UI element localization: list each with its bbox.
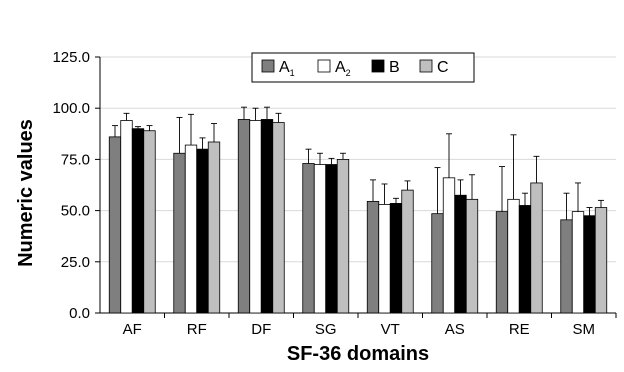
y-tick-label: 25.0 bbox=[61, 254, 90, 271]
bar-re-a2 bbox=[507, 198, 520, 314]
x-tick-label: SM bbox=[573, 321, 596, 338]
y-tick-label: 100.0 bbox=[52, 100, 90, 117]
bar-vt-b bbox=[389, 203, 403, 314]
bar-rf-b bbox=[196, 148, 209, 314]
y-tick-label: 125.0 bbox=[52, 49, 90, 66]
legend-label: C bbox=[437, 59, 449, 76]
x-tick-label: RF bbox=[187, 321, 207, 338]
bar-as-a2 bbox=[442, 177, 456, 314]
legend-box bbox=[251, 52, 475, 83]
bar-af-a2 bbox=[120, 120, 133, 314]
x-tick-label: DF bbox=[251, 321, 271, 338]
y-axis-title: Numeric values bbox=[15, 119, 37, 267]
legend-label: A1 bbox=[279, 59, 295, 78]
bar-as-c bbox=[465, 198, 479, 314]
bar-vt-c bbox=[401, 189, 414, 314]
bar-sg-a1 bbox=[302, 163, 315, 314]
legend-swatch bbox=[317, 59, 331, 73]
bar-as-b bbox=[454, 194, 467, 314]
bar-sm-b bbox=[583, 215, 596, 314]
legend-label-subscript: 2 bbox=[346, 68, 351, 78]
bar-af-b bbox=[131, 128, 145, 314]
y-tick-label: 0.0 bbox=[69, 305, 90, 322]
legend-swatch bbox=[419, 59, 433, 73]
bar-vt-a2 bbox=[378, 204, 391, 314]
legend-label-text: C bbox=[437, 59, 449, 76]
bar-df-a2 bbox=[249, 120, 262, 314]
bar-af-c bbox=[143, 130, 156, 314]
x-tick-label: VT bbox=[381, 321, 400, 338]
bar-af-a1 bbox=[108, 136, 122, 314]
bar-vt-a1 bbox=[366, 200, 380, 314]
bar-rf-a2 bbox=[184, 144, 198, 314]
legend-swatch bbox=[371, 59, 385, 73]
bar-df-c bbox=[272, 122, 285, 314]
legend: A1 A2 B C bbox=[251, 52, 475, 83]
legend-label: A2 bbox=[335, 59, 351, 78]
bar-sm-c bbox=[594, 207, 608, 314]
bar-sg-c bbox=[336, 158, 350, 314]
y-tick-label: 75.0 bbox=[61, 151, 90, 168]
bar-sm-a1 bbox=[560, 219, 573, 314]
bar-re-b bbox=[518, 205, 532, 314]
x-tick-label: AF bbox=[123, 321, 142, 338]
y-tick-label: 50.0 bbox=[61, 203, 90, 220]
legend-label-text: B bbox=[389, 59, 400, 76]
bar-as-a1 bbox=[431, 213, 444, 314]
x-tick-label: SG bbox=[315, 321, 337, 338]
legend-label-text: A bbox=[335, 59, 346, 76]
bar-df-a1 bbox=[237, 119, 251, 314]
x-axis-title: SF-36 domains bbox=[287, 343, 429, 365]
bar-sg-b bbox=[325, 164, 338, 314]
bar-sg-a2 bbox=[313, 164, 327, 314]
bar-sm-a2 bbox=[571, 211, 585, 314]
bar-rf-c bbox=[207, 141, 221, 314]
bar-df-b bbox=[260, 119, 274, 314]
x-tick-label: RE bbox=[509, 321, 530, 338]
x-tick-label: AS bbox=[445, 321, 465, 338]
legend-label-subscript: 1 bbox=[290, 68, 295, 78]
bar-re-c bbox=[530, 182, 543, 314]
bar-re-a1 bbox=[495, 211, 509, 314]
legend-label-text: A bbox=[279, 59, 290, 76]
legend-label: B bbox=[389, 59, 400, 76]
bar-rf-a1 bbox=[173, 152, 186, 314]
legend-swatch bbox=[261, 59, 275, 73]
